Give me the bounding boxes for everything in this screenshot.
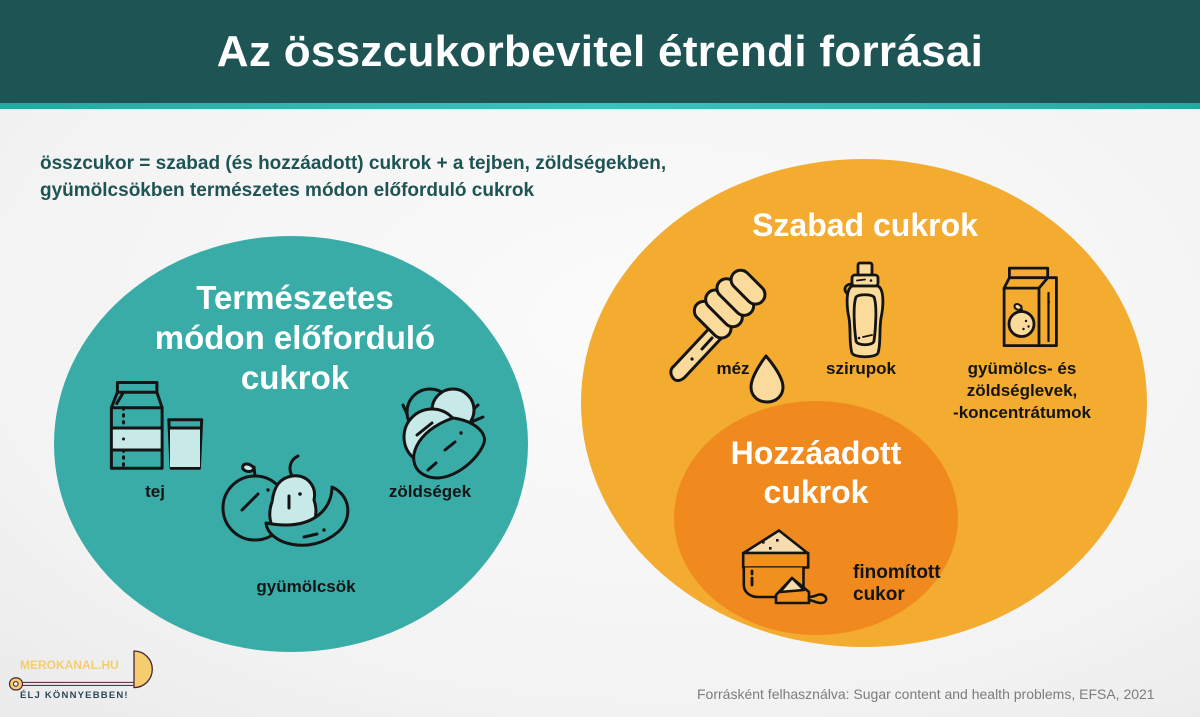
svg-text:méz: méz [716,359,749,378]
svg-text:finomított: finomított [853,562,941,583]
svg-text:cukor: cukor [853,584,905,605]
svg-text:gyümölcs- és: gyümölcs- és [968,359,1077,378]
svg-text:zöldségek: zöldségek [389,482,472,501]
svg-text:zöldséglevek,: zöldséglevek, [967,381,1078,400]
svg-text:-koncentrátumok: -koncentrátumok [953,403,1091,422]
svg-text:szirupok: szirupok [826,359,896,378]
svg-text:gyümölcsök: gyümölcsök [256,577,356,596]
svg-text:tej: tej [145,482,165,501]
